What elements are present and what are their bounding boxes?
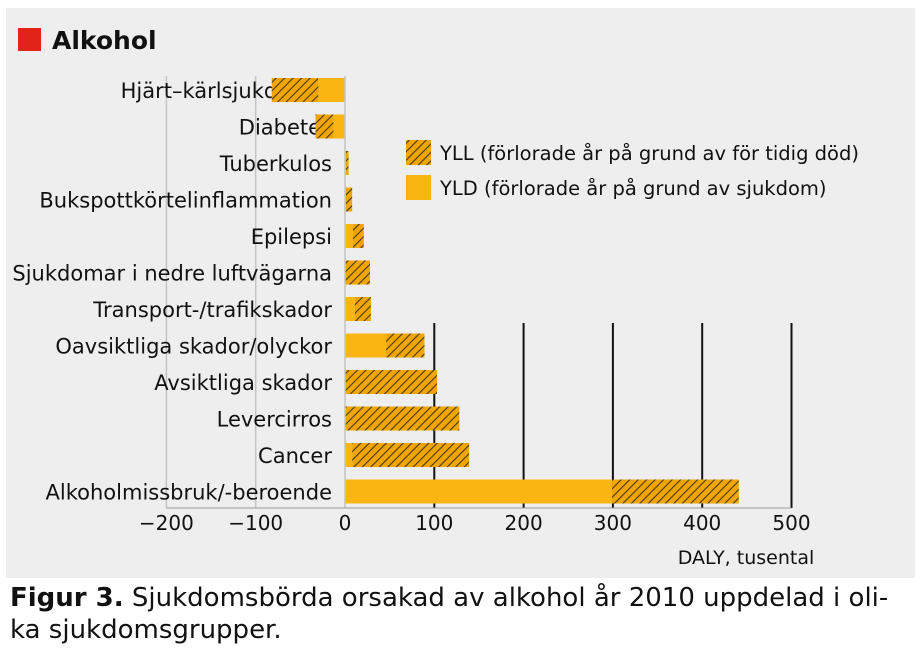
category-label: Avsiktliga skador xyxy=(154,371,332,395)
bar-yld xyxy=(345,443,353,467)
category-label: Sjukdomar i nedre luftvägarna xyxy=(12,262,332,286)
x-tick-label: −100 xyxy=(228,511,283,535)
bar-yld xyxy=(345,333,387,358)
caption-prefix: Figur 3. xyxy=(10,583,124,613)
x-tick-label: 0 xyxy=(339,511,352,535)
bar-yll xyxy=(315,114,334,139)
x-tick-label: 200 xyxy=(505,511,543,535)
title-marker-square xyxy=(18,28,41,51)
chart-title: Alkohol xyxy=(52,26,157,55)
bar-yll xyxy=(271,78,319,102)
legend-label-yll: YLL (förlorade år på grund av för tidig … xyxy=(439,142,859,165)
bar-yld xyxy=(345,224,354,248)
bar-yll xyxy=(353,224,364,248)
bar-yll xyxy=(345,151,349,175)
x-axis-label: DALY, tusental xyxy=(678,547,815,569)
bar-yld xyxy=(333,114,345,139)
category-label: Oavsiktliga skador/olyckor xyxy=(55,335,332,359)
category-label: Bukspottkörtelinflammation xyxy=(39,189,332,213)
category-label: Epilepsi xyxy=(251,225,332,249)
bar-yll xyxy=(345,260,371,285)
x-tick-label: 300 xyxy=(594,511,632,535)
x-tick-label: 100 xyxy=(415,511,453,535)
legend-label-yld: YLD (förlorade år på grund av sjukdom) xyxy=(439,177,827,200)
bar-yld xyxy=(345,297,355,321)
legend-swatch-yld xyxy=(406,175,431,200)
bar-yld xyxy=(318,78,345,102)
x-tick-label: 500 xyxy=(772,511,810,535)
bar-yll xyxy=(345,187,353,212)
category-label: Cancer xyxy=(258,444,332,468)
x-tick-label: −200 xyxy=(139,511,194,535)
bar-yll xyxy=(345,406,460,431)
legend-swatch-yll xyxy=(406,140,431,165)
figure-caption: Figur 3. Sjukdomsbörda orsakad av alkoho… xyxy=(10,582,910,646)
chart-panel: Alkohol Hjärt–kärlsjukdomar Diabetes Tuberk… xyxy=(6,8,915,578)
chart-svg: AlkoholHjärt–kärlsjukdomarDiabetesTuberk… xyxy=(12,26,859,569)
bar-yll xyxy=(354,297,371,321)
bar-yld xyxy=(345,479,613,504)
bar-yll xyxy=(612,479,739,504)
x-tick-label: 400 xyxy=(683,511,721,535)
bar-yll xyxy=(386,333,425,358)
category-label: Tuberkulos xyxy=(219,152,332,176)
bar-yll xyxy=(352,443,470,467)
category-label: Alkoholmissbruk/-beroende xyxy=(46,481,332,505)
caption-text: Sjukdomsbörda orsakad av alkohol år 2010… xyxy=(10,583,889,645)
category-label: Levercirros xyxy=(217,408,332,432)
category-label: Transport-/trafikskador xyxy=(92,298,332,322)
bar-yll xyxy=(345,370,437,394)
